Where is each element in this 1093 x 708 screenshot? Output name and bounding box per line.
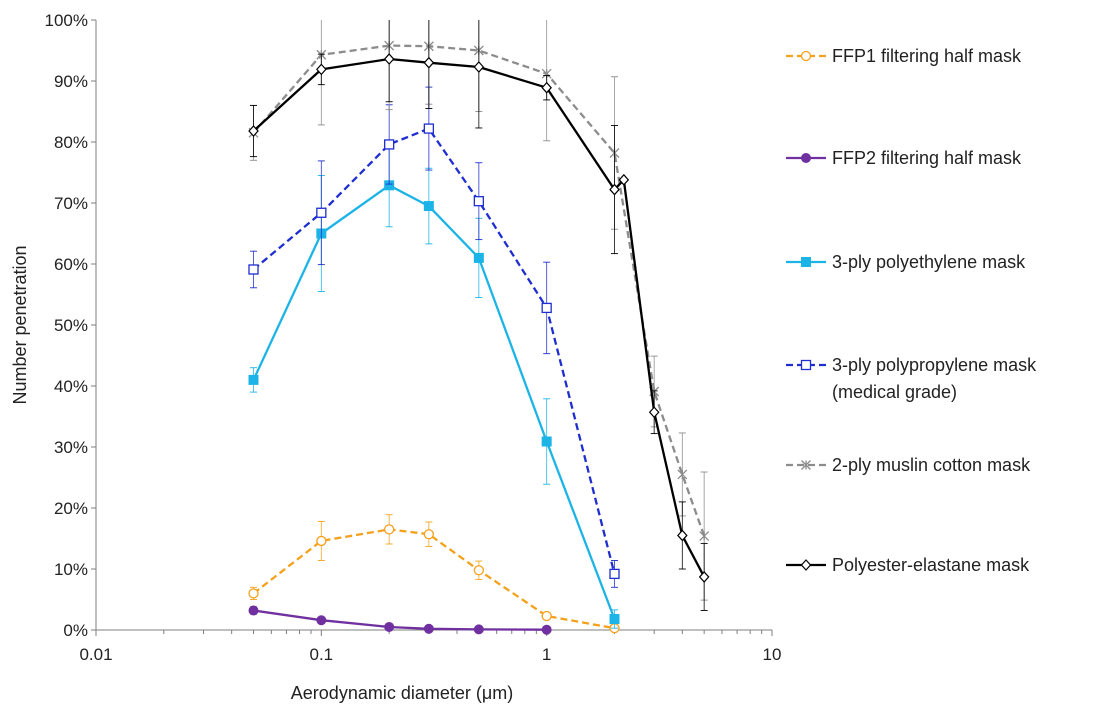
data-point [383,53,395,65]
y-tick-label: 80% [54,133,88,152]
y-tick-label: 0% [63,621,88,640]
series-1 [248,514,620,634]
axes: 0% 10% 20% 30% 40% 50% 60% 70% 80% 90% 100% 0.01 0.1… [45,11,782,664]
data-point [384,524,395,535]
data-point [248,605,259,616]
x-axis-title: Aerodynamic diameter (μm) [291,683,513,703]
legend-label: Polyester-elastane mask [832,555,1030,575]
series-4 [248,86,620,588]
data-point [618,173,630,186]
data-point [609,183,620,196]
data-point [648,406,660,419]
legend-label: FFP2 filtering half mask [832,148,1022,168]
data-point [473,624,484,635]
data-point [473,252,484,263]
legend-label: 2-ply muslin cotton mask [832,455,1031,475]
y-tick-label: 100% [45,11,88,30]
y-tick-label: 20% [54,499,88,518]
data-point [473,196,484,207]
data-point [801,153,811,163]
legend: FFP1 filtering half mask FFP2 filtering h… [786,46,1037,575]
data-point [316,207,327,218]
data-point [423,123,434,134]
data-point [423,201,434,212]
data-point [609,568,620,580]
data-point [423,56,435,69]
series-3 [248,143,620,629]
legend-item-5: 2-ply muslin cotton mask [786,455,1031,475]
data-point [423,623,434,634]
plot-series [248,20,710,635]
legend-item-1: FFP1 filtering half mask [786,46,1022,66]
y-tick-label: 60% [54,255,88,274]
legend-item-3: 3-ply polyethylene mask [786,252,1026,272]
y-tick-label: 70% [54,194,88,213]
y-tick-label: 90% [54,72,88,91]
legend-label: 3-ply polypropylene mask [832,355,1037,375]
legend-label: (medical grade) [832,382,957,402]
x-tick-label: 0.1 [310,645,334,664]
data-point [609,614,620,625]
data-point [541,624,552,635]
data-point [801,257,811,267]
data-point [677,529,688,542]
legend-label: 3-ply polyethylene mask [832,252,1026,272]
legend-item-2: FFP2 filtering half mask [786,148,1022,168]
data-point [316,535,327,547]
data-point [800,359,812,371]
y-tick-label: 40% [54,377,88,396]
data-point [473,61,485,73]
data-point [384,139,395,150]
data-point [248,588,259,599]
data-point [541,610,552,622]
legend-item-6: Polyester-elastane mask [786,555,1030,575]
data-point [316,63,327,76]
series-line [252,184,616,620]
data-point [541,81,552,94]
series-line [252,127,616,575]
data-point [423,529,434,540]
series-line [252,57,706,578]
series-6 [248,20,710,611]
data-point [699,531,710,542]
y-tick-label: 50% [54,316,88,335]
series-line [253,609,547,631]
data-point [800,559,812,571]
legend-item-4: 3-ply polypropylene mask (medical grade) [786,355,1037,402]
x-tick-label: 1 [542,645,551,664]
series-line [252,528,615,630]
data-point [541,436,552,447]
y-tick-label: 10% [54,560,88,579]
x-tick-label: 10 [763,645,782,664]
legend-label: FFP1 filtering half mask [832,46,1022,66]
data-point [677,469,688,480]
data-point [248,374,259,385]
y-axis-title: Number penetration [10,245,30,404]
x-tick-label: 0.01 [79,645,112,664]
data-point [384,621,395,632]
data-point [473,565,484,576]
data-point [698,571,710,583]
data-point [541,302,552,314]
data-point [801,460,811,470]
data-point [316,615,327,626]
y-tick-label: 30% [54,438,88,457]
series-2 [248,605,552,635]
series-line [252,44,706,537]
data-point [248,264,259,275]
data-point [800,50,812,62]
data-point [248,125,259,137]
